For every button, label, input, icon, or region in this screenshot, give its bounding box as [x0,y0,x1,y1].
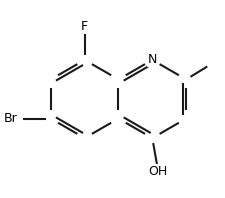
Text: OH: OH [148,165,168,178]
Text: Br: Br [4,112,18,125]
Text: F: F [81,20,88,33]
Text: N: N [148,53,157,66]
